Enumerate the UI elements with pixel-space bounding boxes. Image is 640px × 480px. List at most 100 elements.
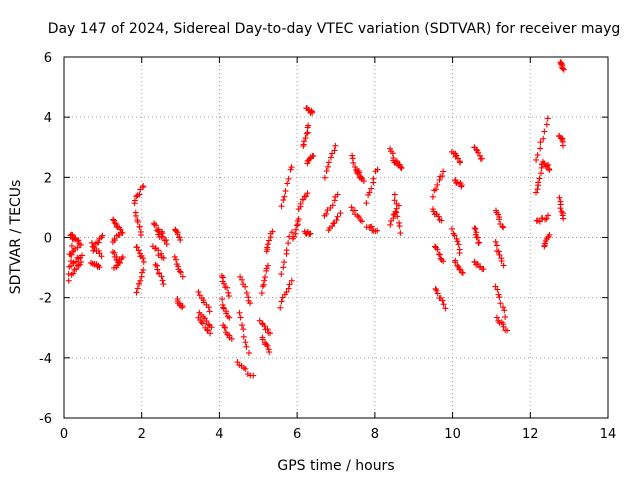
data-point xyxy=(456,250,463,257)
y-axis-label: SDTVAR / TECUs xyxy=(8,180,24,295)
data-point xyxy=(475,240,482,247)
data-point xyxy=(495,248,502,255)
data-point xyxy=(295,216,302,223)
data-point xyxy=(177,269,184,276)
data-point xyxy=(258,290,265,297)
data-point xyxy=(99,232,106,239)
data-point xyxy=(374,227,381,234)
data-point xyxy=(492,238,499,245)
data-point xyxy=(247,300,254,307)
data-point xyxy=(452,259,459,266)
data-point xyxy=(242,283,249,290)
data-point xyxy=(537,145,544,152)
data-point xyxy=(264,241,271,248)
x-tick-label: 10 xyxy=(444,427,461,442)
data-point xyxy=(310,152,317,159)
data-point xyxy=(280,197,287,204)
data-point xyxy=(359,218,366,225)
data-point xyxy=(332,142,339,149)
data-point xyxy=(278,271,285,278)
data-point xyxy=(161,237,168,244)
data-point xyxy=(74,244,81,251)
x-axis: 0 2 4 6 8 10 12 14 xyxy=(60,57,616,442)
data-point xyxy=(494,286,501,293)
data-point xyxy=(434,246,441,253)
data-point xyxy=(363,200,370,207)
data-point xyxy=(250,372,257,379)
grid-lines xyxy=(64,57,608,418)
data-point xyxy=(228,335,235,342)
data-point xyxy=(325,159,332,166)
data-point xyxy=(329,150,336,157)
data-point xyxy=(493,314,500,321)
data-point xyxy=(281,193,288,200)
data-point xyxy=(87,259,94,266)
data-point xyxy=(392,208,399,215)
data-point xyxy=(303,193,310,200)
data-point xyxy=(159,230,166,237)
data-point xyxy=(177,237,184,244)
data-point xyxy=(68,251,75,258)
data-point xyxy=(220,304,227,311)
data-point xyxy=(325,163,332,170)
data-point xyxy=(387,145,394,152)
data-point xyxy=(91,244,98,251)
data-point xyxy=(226,314,233,321)
data-point xyxy=(496,216,503,223)
data-point xyxy=(435,213,442,220)
data-point xyxy=(560,215,567,222)
x-tick-label: 12 xyxy=(522,427,539,442)
data-point xyxy=(139,269,146,276)
data-point xyxy=(225,293,232,300)
data-point xyxy=(243,343,250,350)
data-point xyxy=(448,225,455,232)
data-points xyxy=(65,59,567,379)
data-point xyxy=(78,252,85,259)
data-point xyxy=(203,318,210,325)
data-point xyxy=(533,189,540,196)
data-point xyxy=(264,342,271,349)
data-point xyxy=(269,228,276,235)
data-point xyxy=(472,225,479,232)
data-point xyxy=(288,229,295,236)
data-point xyxy=(225,289,232,296)
data-point xyxy=(327,154,334,161)
data-point xyxy=(474,234,481,241)
data-point xyxy=(136,224,143,231)
data-point xyxy=(139,255,146,262)
data-point xyxy=(278,203,285,210)
data-point xyxy=(453,152,460,159)
data-point xyxy=(206,308,213,315)
data-point xyxy=(117,226,124,233)
data-point xyxy=(356,214,363,221)
x-tick-label: 14 xyxy=(600,427,617,442)
data-point xyxy=(455,241,462,248)
data-point xyxy=(451,232,458,239)
data-point xyxy=(545,161,552,168)
data-point xyxy=(556,194,563,201)
data-point xyxy=(305,106,312,113)
data-point xyxy=(68,231,75,238)
data-point xyxy=(459,270,466,277)
data-point xyxy=(69,260,76,267)
data-point xyxy=(397,230,404,237)
y-tick-label: 6 xyxy=(44,51,52,66)
data-point xyxy=(158,250,165,257)
data-point xyxy=(538,170,545,177)
data-point xyxy=(176,234,183,241)
data-point xyxy=(544,162,551,169)
data-point xyxy=(352,163,359,170)
data-point xyxy=(238,322,245,329)
data-point xyxy=(396,219,403,226)
data-point xyxy=(333,217,340,224)
data-point xyxy=(261,277,268,284)
data-point xyxy=(321,174,328,181)
data-point xyxy=(544,115,551,122)
data-point xyxy=(173,228,180,235)
data-point xyxy=(65,277,72,284)
data-point xyxy=(458,269,465,276)
data-point xyxy=(537,139,544,146)
data-point xyxy=(472,231,479,238)
data-point xyxy=(502,313,509,320)
